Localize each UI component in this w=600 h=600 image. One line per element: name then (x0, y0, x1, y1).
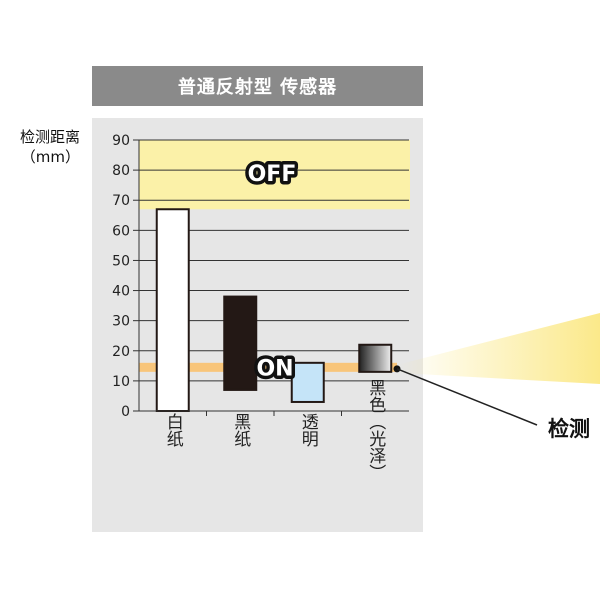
y-tick-label: 50 (112, 253, 130, 269)
on-label-outline: ON (256, 356, 293, 381)
off-label: OFF (248, 162, 297, 187)
bar-1 (223, 295, 258, 391)
off-label-outline: OFF (248, 162, 297, 187)
y-tick-label: 40 (112, 284, 130, 300)
on-band (139, 362, 397, 372)
y-tick-label: 10 (112, 374, 130, 390)
bar-2 (290, 361, 325, 403)
x-category-label: 黑纸 (230, 413, 251, 447)
y-tick-label: 0 (121, 404, 130, 420)
x-category-label: 透明 (298, 413, 319, 448)
chart-title: 普通反射型 传感器 (92, 66, 423, 106)
x-category-label: 黑色（光泽） (365, 379, 386, 481)
y-axis-label-line1: 检测距离 (19, 128, 80, 146)
detect-area-label: 检测 (548, 417, 590, 441)
y-tick-label: 90 (112, 133, 130, 149)
off-zone (139, 140, 410, 210)
y-tick-label: 20 (112, 344, 130, 360)
y-tick-label: 70 (112, 193, 130, 209)
light-beam (397, 313, 600, 384)
leader-line (396, 368, 538, 426)
on-label: ON (256, 356, 293, 381)
y-tick-label: 60 (112, 223, 130, 239)
bar-0 (155, 208, 190, 412)
bar-3 (358, 343, 393, 373)
y-tick-label: 30 (112, 314, 130, 330)
y-axis-label: 检测距离 （mm） (0, 127, 80, 167)
y-axis-label-line2: （mm） (20, 148, 80, 166)
y-tick-label: 80 (112, 163, 130, 179)
x-category-label: 白纸 (163, 413, 184, 447)
